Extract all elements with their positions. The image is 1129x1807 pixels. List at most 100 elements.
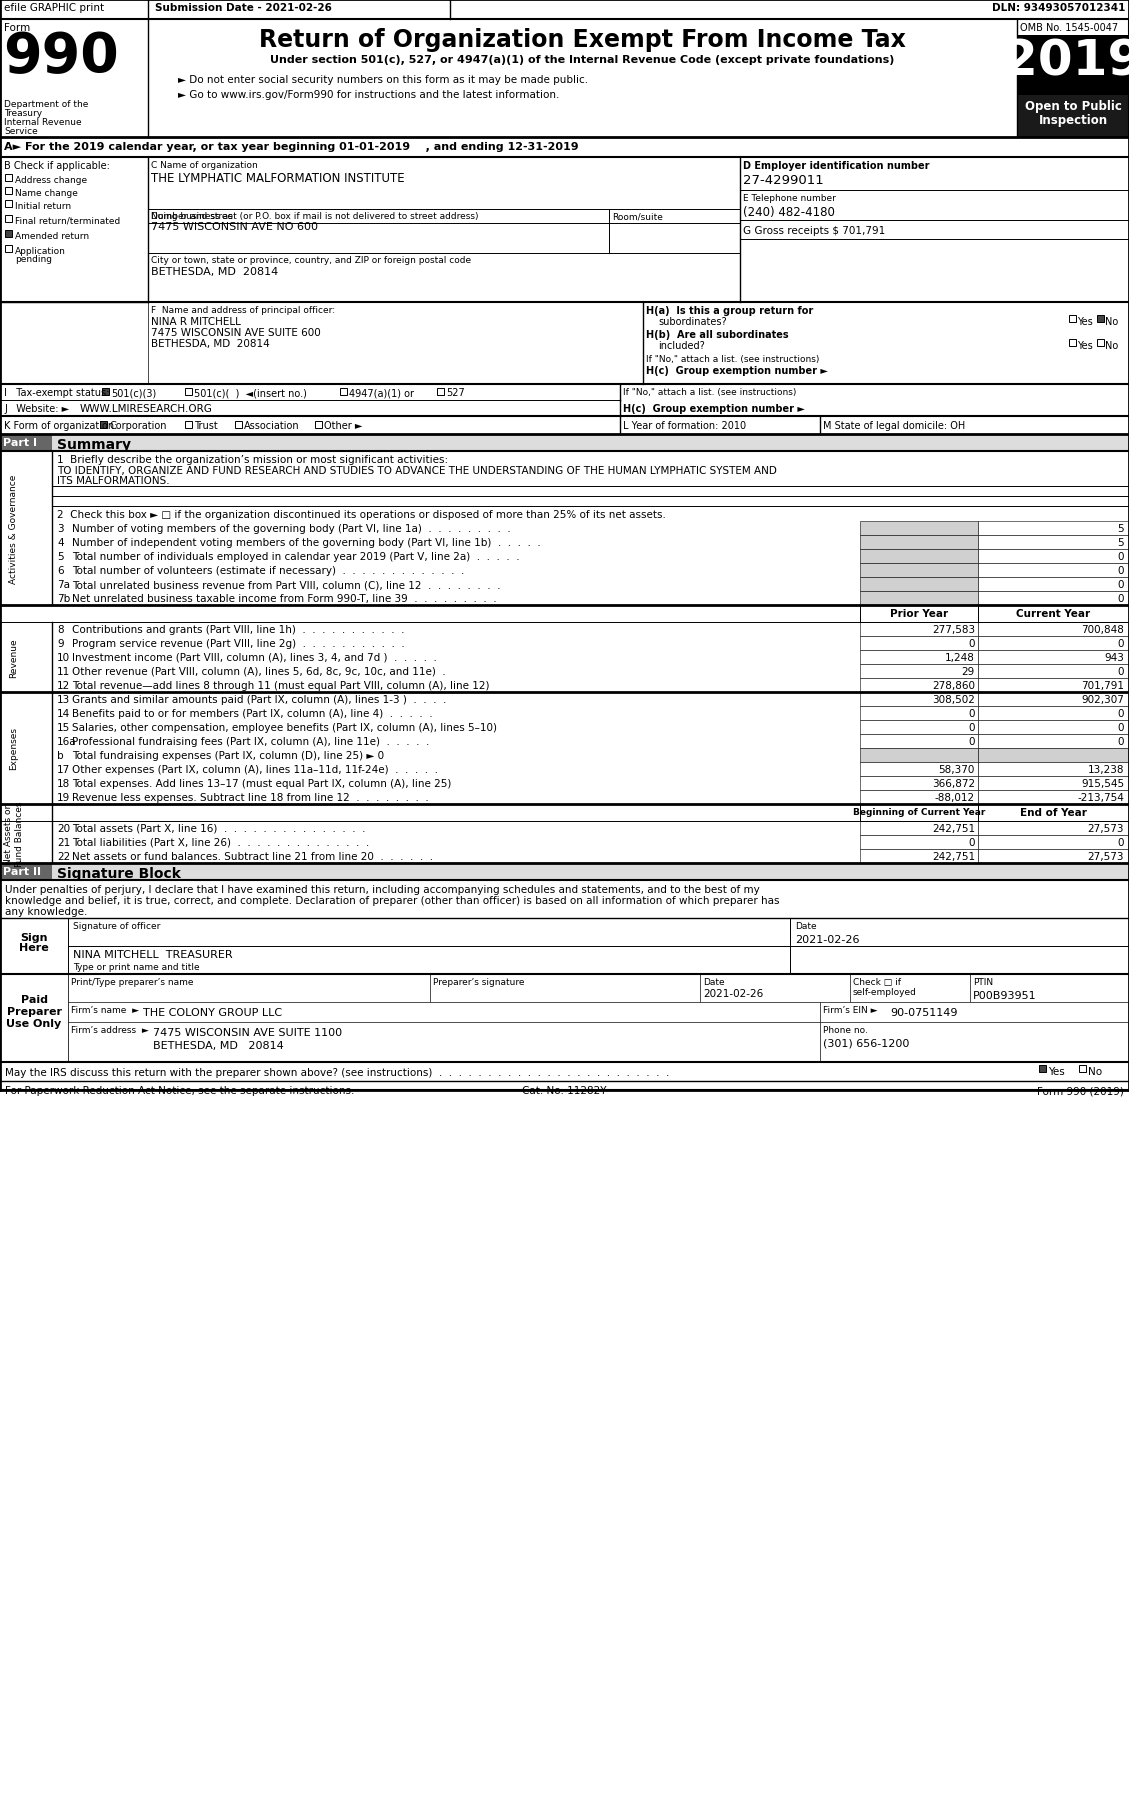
Text: Signature Block: Signature Block xyxy=(56,867,181,880)
Text: Use Only: Use Only xyxy=(7,1019,62,1028)
Text: J   Website: ►: J Website: ► xyxy=(5,403,69,414)
Bar xyxy=(978,707,1129,721)
Text: Net assets or fund balances. Subtract line 21 from line 20  .  .  .  .  .  .: Net assets or fund balances. Subtract li… xyxy=(72,851,434,862)
Bar xyxy=(5,188,12,195)
Bar xyxy=(1097,340,1104,347)
Text: subordinates?: subordinates? xyxy=(658,316,727,327)
Text: Total number of volunteers (estimate if necessary)  .  .  .  .  .  .  .  .  .  .: Total number of volunteers (estimate if … xyxy=(72,566,464,576)
Bar xyxy=(860,735,978,748)
Text: Print/Type preparer’s name: Print/Type preparer’s name xyxy=(71,978,193,987)
Text: ► Go to www.irs.gov/Form990 for instructions and the latest information.: ► Go to www.irs.gov/Form990 for instruct… xyxy=(178,90,559,99)
Bar xyxy=(978,692,1129,707)
Text: Internal Revenue: Internal Revenue xyxy=(5,117,81,126)
Text: Here: Here xyxy=(19,943,49,952)
Bar xyxy=(148,253,739,304)
Text: 29: 29 xyxy=(962,667,975,676)
Text: H(a)  Is this a group return for: H(a) Is this a group return for xyxy=(646,305,813,316)
Text: Total revenue—add lines 8 through 11 (must equal Part VIII, column (A), line 12): Total revenue—add lines 8 through 11 (mu… xyxy=(72,681,490,690)
Text: 308,502: 308,502 xyxy=(933,694,975,705)
Text: Date: Date xyxy=(703,978,725,987)
Bar xyxy=(860,591,978,605)
Bar xyxy=(860,822,978,835)
Text: 8: 8 xyxy=(56,625,63,634)
Bar xyxy=(978,605,1129,623)
Text: 0: 0 xyxy=(1118,723,1124,732)
Text: Department of the: Department of the xyxy=(5,99,88,108)
Bar xyxy=(52,435,1129,452)
Text: Total fundraising expenses (Part IX, column (D), line 25) ► 0: Total fundraising expenses (Part IX, col… xyxy=(72,750,384,761)
Text: 6: 6 xyxy=(56,566,63,576)
Text: 2019: 2019 xyxy=(1004,38,1129,87)
Text: No: No xyxy=(1105,342,1118,351)
Bar xyxy=(978,591,1129,605)
Text: Number of voting members of the governing body (Part VI, line 1a)  .  .  .  .  .: Number of voting members of the governin… xyxy=(72,524,510,533)
Text: Name change: Name change xyxy=(15,190,78,199)
Text: 16a: 16a xyxy=(56,737,77,746)
Text: K Form of organization:: K Form of organization: xyxy=(5,421,117,430)
Bar xyxy=(978,651,1129,665)
Text: Total expenses. Add lines 13–17 (must equal Part IX, column (A), line 25): Total expenses. Add lines 13–17 (must eq… xyxy=(72,779,452,788)
Bar xyxy=(235,421,242,428)
Bar xyxy=(185,389,192,396)
Bar xyxy=(978,665,1129,679)
Bar xyxy=(860,679,978,692)
Bar xyxy=(437,389,444,396)
Bar xyxy=(1079,1066,1086,1072)
Text: 7a: 7a xyxy=(56,580,70,589)
Bar xyxy=(978,791,1129,804)
Bar xyxy=(5,246,12,253)
Text: 22: 22 xyxy=(56,851,70,862)
Text: OMB No. 1545-0047: OMB No. 1545-0047 xyxy=(1019,23,1118,33)
Text: efile GRAPHIC print: efile GRAPHIC print xyxy=(5,4,104,13)
Bar xyxy=(860,636,978,651)
Text: H(c)  Group exemption number ►: H(c) Group exemption number ► xyxy=(623,403,805,414)
Bar xyxy=(0,435,52,452)
Bar xyxy=(978,623,1129,636)
Text: 4: 4 xyxy=(56,538,63,548)
Bar xyxy=(978,777,1129,791)
Text: 3: 3 xyxy=(56,524,63,533)
Bar xyxy=(978,849,1129,864)
Text: Activities & Governance: Activities & Governance xyxy=(9,473,18,584)
Text: Revenue: Revenue xyxy=(9,638,18,678)
Bar xyxy=(850,974,970,1003)
Text: Expenses: Expenses xyxy=(9,726,18,770)
Text: NINA R MITCHELL: NINA R MITCHELL xyxy=(151,316,240,327)
Bar xyxy=(148,157,739,210)
Text: ► Do not enter social security numbers on this form as it may be made public.: ► Do not enter social security numbers o… xyxy=(178,74,588,85)
Text: 27,573: 27,573 xyxy=(1087,851,1124,862)
Text: May the IRS discuss this return with the preparer shown above? (see instructions: May the IRS discuss this return with the… xyxy=(5,1068,669,1077)
Bar xyxy=(739,157,1129,304)
Text: Total number of individuals employed in calendar year 2019 (Part V, line 2a)  . : Total number of individuals employed in … xyxy=(72,551,519,562)
Bar xyxy=(978,748,1129,763)
Text: Yes: Yes xyxy=(1048,1066,1065,1077)
Text: B Check if applicable:: B Check if applicable: xyxy=(5,161,110,172)
Text: 278,860: 278,860 xyxy=(933,681,975,690)
Text: 366,872: 366,872 xyxy=(931,779,975,788)
Text: M State of legal domicile: OH: M State of legal domicile: OH xyxy=(823,421,965,430)
Text: 0: 0 xyxy=(1118,708,1124,719)
Text: Check □ if
self-employed: Check □ if self-employed xyxy=(854,978,917,997)
Bar xyxy=(1017,96,1129,137)
Bar xyxy=(978,535,1129,549)
Text: Total unrelated business revenue from Part VIII, column (C), line 12  .  .  .  .: Total unrelated business revenue from Pa… xyxy=(72,580,500,589)
Bar xyxy=(978,636,1129,651)
Text: H(b)  Are all subordinates: H(b) Are all subordinates xyxy=(646,331,789,340)
Text: Other ►: Other ► xyxy=(324,421,362,430)
Bar xyxy=(978,804,1129,822)
Text: Phone no.: Phone no. xyxy=(823,1025,868,1034)
Text: Corporation: Corporation xyxy=(110,421,166,430)
Text: Under section 501(c), 527, or 4947(a)(1) of the Internal Revenue Code (except pr: Under section 501(c), 527, or 4947(a)(1)… xyxy=(270,54,894,65)
Text: E Telephone number: E Telephone number xyxy=(743,193,835,202)
Text: knowledge and belief, it is true, correct, and complete. Declaration of preparer: knowledge and belief, it is true, correc… xyxy=(5,896,779,905)
Text: Program service revenue (Part VIII, line 2g)  .  .  .  .  .  .  .  .  .  .  .: Program service revenue (Part VIII, line… xyxy=(72,638,405,649)
Text: 0: 0 xyxy=(1118,595,1124,604)
Text: Submission Date - 2021-02-26: Submission Date - 2021-02-26 xyxy=(155,4,332,13)
Text: L Year of formation: 2010: L Year of formation: 2010 xyxy=(623,421,746,430)
Text: No: No xyxy=(1088,1066,1102,1077)
Text: -88,012: -88,012 xyxy=(935,793,975,802)
Text: 277,583: 277,583 xyxy=(931,625,975,634)
Text: 501(c)(3): 501(c)(3) xyxy=(111,389,156,398)
Text: Net Assets or
Fund Balances: Net Assets or Fund Balances xyxy=(5,801,24,867)
Bar xyxy=(1069,316,1076,323)
